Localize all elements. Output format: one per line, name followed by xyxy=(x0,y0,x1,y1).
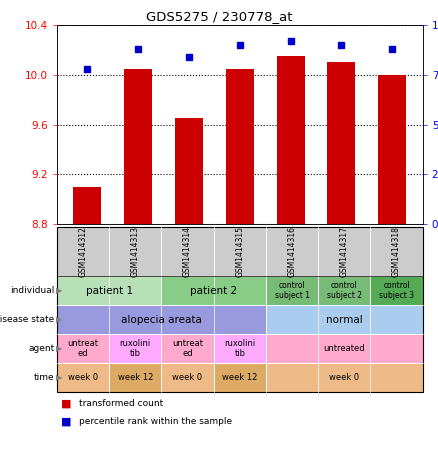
Text: GSM1414315: GSM1414315 xyxy=(235,226,244,277)
Text: ▶: ▶ xyxy=(56,315,63,324)
Text: disease state: disease state xyxy=(0,315,55,324)
Text: GSM1414313: GSM1414313 xyxy=(131,226,140,277)
Text: ■: ■ xyxy=(61,398,72,408)
Bar xyxy=(74,187,101,224)
Text: GSM1414317: GSM1414317 xyxy=(340,226,349,277)
Bar xyxy=(328,63,355,224)
Text: untreat
ed: untreat ed xyxy=(172,339,203,358)
Text: GSM1414312: GSM1414312 xyxy=(78,226,88,277)
Text: ruxolini
tib: ruxolini tib xyxy=(120,339,151,358)
Text: ruxolini
tib: ruxolini tib xyxy=(224,339,255,358)
Text: untreat
ed: untreat ed xyxy=(67,339,99,358)
Text: ■: ■ xyxy=(61,416,72,426)
Text: ▶: ▶ xyxy=(56,286,63,295)
Text: control
subject 3: control subject 3 xyxy=(379,281,414,300)
Text: patient 1: patient 1 xyxy=(85,285,133,295)
Text: ▶: ▶ xyxy=(56,373,63,382)
Text: GSM1414318: GSM1414318 xyxy=(392,226,401,277)
Text: ▶: ▶ xyxy=(56,344,63,353)
Text: GDS5275 / 230778_at: GDS5275 / 230778_at xyxy=(146,10,292,23)
Text: alopecia areata: alopecia areata xyxy=(121,314,202,324)
Bar xyxy=(378,75,406,224)
Text: week 12: week 12 xyxy=(118,373,153,382)
Text: untreated: untreated xyxy=(324,344,365,353)
Text: week 0: week 0 xyxy=(68,373,98,382)
Text: control
subject 2: control subject 2 xyxy=(327,281,362,300)
Text: transformed count: transformed count xyxy=(79,399,163,408)
Bar xyxy=(124,68,152,224)
Text: GSM1414316: GSM1414316 xyxy=(288,226,297,277)
Text: week 0: week 0 xyxy=(173,373,203,382)
Text: control
subject 1: control subject 1 xyxy=(275,281,310,300)
Bar xyxy=(226,68,254,224)
Text: individual: individual xyxy=(11,286,55,295)
Text: percentile rank within the sample: percentile rank within the sample xyxy=(79,417,232,426)
Text: time: time xyxy=(34,373,55,382)
Bar xyxy=(277,56,304,224)
Text: week 0: week 0 xyxy=(329,373,359,382)
Text: GSM1414314: GSM1414314 xyxy=(183,226,192,277)
Text: patient 2: patient 2 xyxy=(190,285,237,295)
Text: normal: normal xyxy=(326,314,363,324)
Bar xyxy=(175,118,203,224)
Text: agent: agent xyxy=(28,344,55,353)
Text: week 12: week 12 xyxy=(222,373,258,382)
